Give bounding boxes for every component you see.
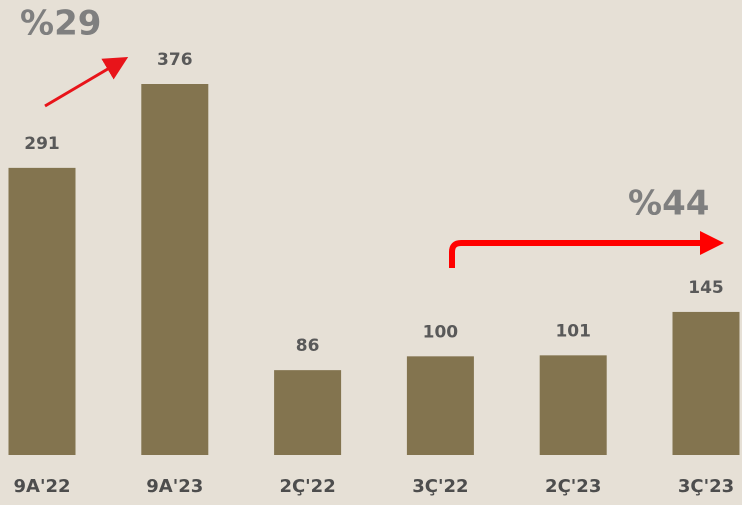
- value-label: 86: [296, 336, 320, 356]
- bar: [406, 356, 474, 455]
- value-label: 100: [423, 322, 459, 342]
- x-tick-label: 3Ç'22: [412, 476, 468, 497]
- annotation: %44: [628, 184, 709, 224]
- arrow: [44, 56, 129, 108]
- value-label: 376: [157, 50, 193, 70]
- annotation: %29: [20, 4, 101, 44]
- bar: [539, 355, 607, 455]
- x-tick-label: 2Ç'23: [545, 476, 601, 497]
- x-tick-label: 3Ç'23: [678, 476, 734, 497]
- value-label: 101: [555, 321, 591, 341]
- bar: [8, 167, 76, 455]
- x-tick-label: 2Ç'22: [279, 476, 335, 497]
- value-label: 145: [688, 278, 724, 298]
- x-tick-label: 9A'23: [146, 476, 203, 497]
- value-label: 291: [24, 134, 60, 154]
- x-tick-label: 9A'22: [13, 476, 70, 497]
- arrow: [449, 231, 724, 268]
- bar: [274, 370, 342, 455]
- bar: [672, 311, 740, 455]
- bar: [141, 84, 209, 455]
